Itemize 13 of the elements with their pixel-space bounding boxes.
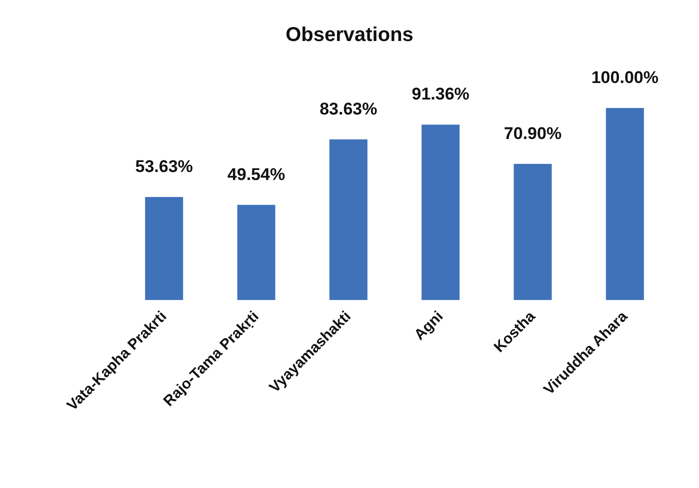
data-label: 91.36%: [412, 84, 470, 104]
bar: [514, 164, 552, 300]
bar: [329, 139, 368, 300]
bar: [145, 197, 184, 300]
chart-title: Observations: [286, 24, 414, 46]
bar: [422, 124, 460, 300]
bar: [606, 108, 644, 300]
data-label: 53.63%: [135, 157, 193, 176]
data-label: 83.63%: [320, 99, 378, 118]
data-label: 49.54%: [227, 164, 286, 184]
data-label: 70.90%: [504, 124, 562, 143]
bar: [237, 204, 276, 300]
data-label: 100.00%: [591, 68, 658, 87]
